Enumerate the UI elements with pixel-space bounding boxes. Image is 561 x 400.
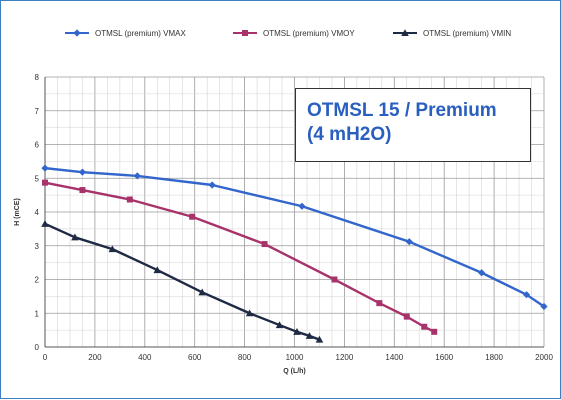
- annotation-line-2: (4 mH2O): [307, 124, 392, 145]
- legend-label: OTMSL (premium) VMOY: [263, 29, 355, 38]
- x-tick-label: 1600: [435, 353, 453, 362]
- data-point-square: [403, 313, 410, 320]
- data-point-square: [126, 196, 133, 203]
- data-point-triangle: [401, 29, 409, 37]
- series-1: [41, 164, 548, 311]
- data-point-square: [79, 187, 86, 194]
- y-axis-label: H (mCE): [14, 198, 21, 226]
- data-point-diamond: [298, 202, 306, 210]
- x-tick-labels: 0 200 400 600 800 1000 1200 1400 1600 1800 2000: [43, 353, 554, 362]
- series-line: [44, 222, 320, 341]
- y-tick-labels: 0 1 2 3 4 5 6 7 8: [35, 73, 40, 352]
- data-point-square: [261, 241, 268, 248]
- data-point-square: [189, 213, 196, 220]
- data-point-square: [376, 300, 383, 307]
- x-tick-label: 1000: [286, 353, 304, 362]
- x-tick-label: 800: [238, 353, 252, 362]
- legend-label: OTMSL (premium) VMAX: [95, 29, 186, 38]
- legend: OTMSL (premium) VMAX OTMSL (premium) VMOY…: [65, 29, 511, 38]
- x-tick-label: 0: [43, 353, 48, 362]
- data-point-triangle: [275, 321, 284, 329]
- data-point-diamond: [405, 238, 413, 246]
- y-tick-label: 1: [35, 309, 40, 318]
- x-tick-label: 200: [88, 353, 102, 362]
- legend-label: OTMSL (premium) VMIN: [423, 29, 511, 38]
- x-tick-label: 1800: [485, 353, 503, 362]
- y-tick-label: 4: [35, 208, 40, 217]
- data-point-triangle: [293, 328, 301, 335]
- data-point-square: [42, 179, 48, 186]
- data-point-triangle: [305, 332, 314, 339]
- data-point-triangle: [71, 233, 79, 241]
- y-tick-label: 5: [35, 174, 40, 183]
- x-tick-label: 600: [188, 353, 202, 362]
- data-point-square: [421, 323, 428, 330]
- y-tick-label: 3: [35, 242, 40, 251]
- series-3: [41, 220, 324, 343]
- y-tick-label: 2: [35, 276, 40, 285]
- series-layer: [41, 164, 548, 343]
- data-point-diamond: [478, 269, 486, 277]
- annotation-line-1: OTMSL 15 / Premium: [307, 100, 497, 121]
- x-tick-label: 2000: [535, 353, 553, 362]
- axes: [44, 77, 544, 348]
- data-point-triangle: [198, 288, 206, 296]
- legend-entry-2: OTMSL (premium) VMOY: [233, 29, 355, 38]
- data-point-square: [431, 328, 438, 335]
- data-point-triangle: [153, 266, 162, 274]
- data-point-diamond: [73, 29, 81, 37]
- x-tick-label: 400: [138, 353, 152, 362]
- y-tick-label: 0: [35, 343, 40, 352]
- data-point-diamond: [41, 164, 49, 172]
- legend-entry-1: OTMSL (premium) VMAX: [65, 29, 186, 38]
- y-tick-label: 6: [35, 141, 40, 150]
- series-2: [42, 179, 438, 335]
- y-tick-label: 7: [35, 107, 40, 116]
- legend-entry-3: OTMSL (premium) VMIN: [393, 29, 511, 38]
- model-annotation-box: OTMSL 15 / Premium (4 mH2O): [295, 88, 531, 162]
- data-point-square: [331, 276, 338, 283]
- data-point-diamond: [78, 168, 87, 176]
- series-line: [44, 181, 435, 333]
- data-point-square: [242, 30, 248, 36]
- data-point-diamond: [133, 172, 141, 180]
- data-point-triangle: [245, 309, 254, 317]
- data-point-diamond: [522, 291, 531, 299]
- x-tick-label: 1400: [385, 353, 403, 362]
- data-point-diamond: [208, 181, 216, 189]
- data-point-triangle: [108, 245, 117, 253]
- data-point-diamond: [540, 302, 548, 311]
- y-tick-label: 8: [35, 73, 40, 82]
- x-axis-label: Q (L/h): [283, 368, 306, 375]
- data-point-triangle: [41, 220, 49, 227]
- x-tick-label: 1200: [336, 353, 354, 362]
- data-point-triangle: [315, 335, 324, 343]
